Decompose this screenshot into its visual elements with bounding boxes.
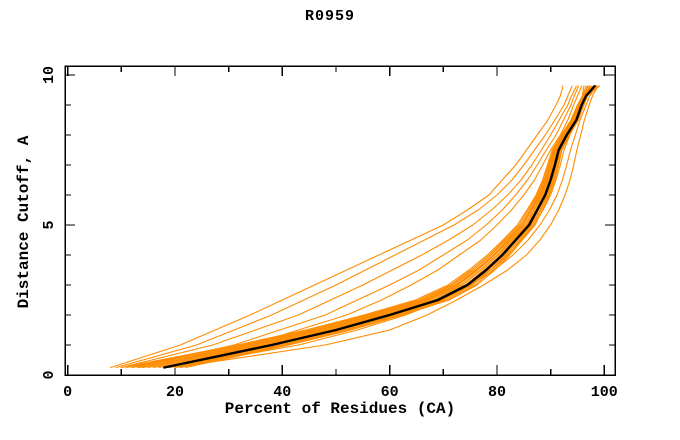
plot-frame [64, 65, 616, 376]
x-tick-label: 20 [166, 384, 184, 401]
x-tick-label: 40 [273, 384, 291, 401]
y-tick-label: 0 [41, 370, 58, 379]
ensemble-curve-model-15 [110, 85, 564, 369]
y-tick-label: 5 [41, 220, 58, 229]
chart-title: R0959 [304, 8, 356, 25]
ensemble-curve-model-14 [139, 85, 589, 369]
ensemble-curve-model-20 [174, 85, 599, 369]
ensemble-curve-model-16 [115, 85, 573, 369]
ensemble-curve-model-19 [142, 85, 583, 369]
ensemble-curve-model-11 [174, 85, 600, 369]
ensemble-curve-model-03 [131, 85, 589, 369]
x-tick-label: 60 [381, 384, 399, 401]
main-curve-reference-model [163, 84, 596, 369]
ensemble-curve-model-18 [131, 85, 580, 369]
x-axis-label: Percent of Residues (CA) [224, 400, 456, 418]
ensemble-curve-model-21 [169, 85, 597, 369]
ensemble-curve-model-06 [147, 85, 594, 369]
y-tick-label: 10 [41, 66, 58, 84]
x-tick-label: 100 [591, 384, 618, 401]
ensemble-curve-model-17 [120, 85, 577, 369]
x-tick-label: 80 [488, 384, 506, 401]
x-tick-label: 0 [63, 384, 72, 401]
